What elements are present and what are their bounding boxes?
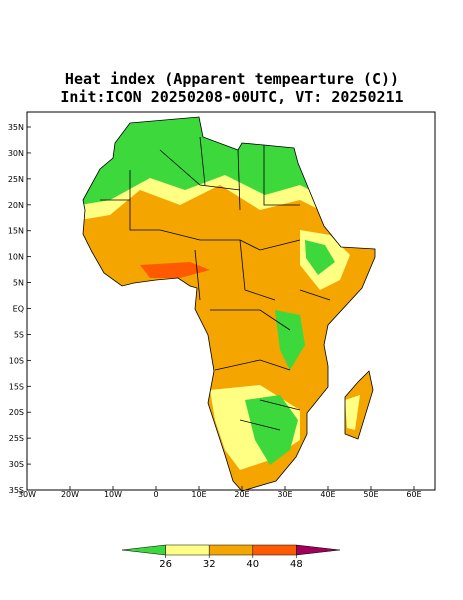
lat-label: 35N [8, 123, 24, 132]
colorbar-label: 48 [290, 559, 303, 570]
lon-label: 20E [234, 490, 249, 499]
lon-label: 0 [153, 490, 158, 499]
madagascar-coast [344, 370, 374, 440]
lon-label: 10E [191, 490, 206, 499]
colorbar-label: 32 [203, 559, 216, 570]
lon-label: 50E [363, 490, 378, 499]
coastline [82, 116, 376, 492]
lat-label: 30S [9, 460, 24, 469]
colorbar-segment [296, 544, 341, 556]
lon-label: 40E [320, 490, 335, 499]
field-hot-west [140, 262, 210, 278]
colorbar-label: 40 [246, 559, 259, 570]
lat-label: 15N [8, 227, 24, 236]
lat-label: 20S [9, 408, 24, 417]
field-highlands [305, 240, 335, 275]
lon-label: 20W [61, 490, 79, 499]
lon-label: 30E [277, 490, 292, 499]
lat-label: 30N [8, 149, 24, 158]
colorbar-segment [252, 544, 297, 556]
lon-label: 10W [104, 490, 122, 499]
map-subtitle: Init:ICON 20250208-00UTC, VT: 20250211 [60, 88, 403, 106]
lat-label: 15S [9, 382, 24, 391]
lat-label: 10S [9, 356, 24, 365]
lat-label: 5S [14, 330, 24, 339]
borders [100, 136, 331, 431]
lat-label: EQ [13, 305, 24, 314]
field-madagascar [345, 395, 360, 430]
lon-label: 30W [18, 490, 36, 499]
lat-label: 5N [13, 279, 24, 288]
colorbar-label: 26 [159, 559, 172, 570]
colorbar-segment [121, 544, 166, 556]
lat-label: 25S [9, 434, 24, 443]
lat-label: 20N [8, 201, 24, 210]
colorbar-segment [165, 544, 210, 556]
field-south-green [245, 395, 298, 465]
lat-label: 10N [8, 253, 24, 262]
lat-label: 25N [8, 175, 24, 184]
country-borders [82, 116, 376, 492]
lon-label: 60E [406, 490, 421, 499]
map-title: Heat index (Apparent tempearture (C)) [65, 70, 399, 88]
lat-label: 35S [9, 486, 24, 495]
colorbar-segment [208, 544, 254, 556]
